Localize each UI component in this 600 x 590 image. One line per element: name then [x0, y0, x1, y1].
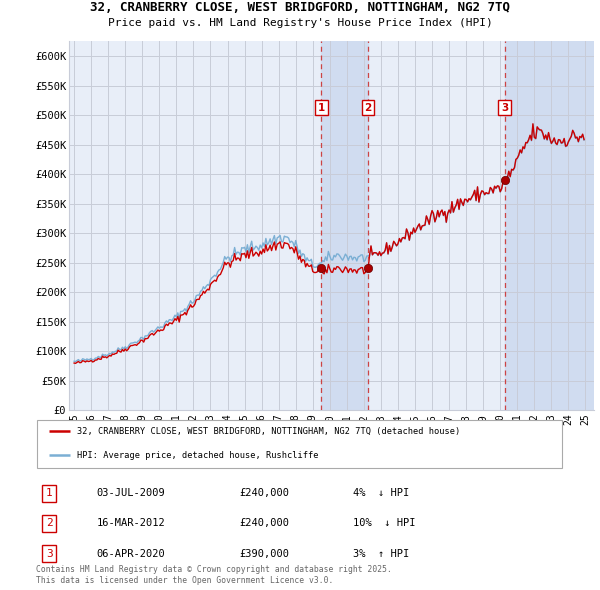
Text: £240,000: £240,000: [239, 489, 289, 498]
Bar: [321, 41, 368, 410]
Text: Price paid vs. HM Land Registry's House Price Index (HPI): Price paid vs. HM Land Registry's House …: [107, 18, 493, 28]
Text: 2: 2: [46, 519, 53, 529]
Text: Contains HM Land Registry data © Crown copyright and database right 2025.: Contains HM Land Registry data © Crown c…: [36, 565, 392, 574]
Text: 16-MAR-2012: 16-MAR-2012: [97, 519, 166, 529]
Text: 3: 3: [46, 549, 53, 559]
Text: 4%  ↓ HPI: 4% ↓ HPI: [353, 489, 409, 498]
Bar: [505, 41, 594, 410]
Text: 2: 2: [365, 103, 372, 113]
Text: 1: 1: [317, 103, 325, 113]
Text: 3: 3: [501, 103, 508, 113]
Text: 06-APR-2020: 06-APR-2020: [97, 549, 166, 559]
Text: HPI: Average price, detached house, Rushcliffe: HPI: Average price, detached house, Rush…: [77, 451, 319, 460]
Text: £240,000: £240,000: [239, 519, 289, 529]
Text: 3%  ↑ HPI: 3% ↑ HPI: [353, 549, 409, 559]
Text: 32, CRANBERRY CLOSE, WEST BRIDGFORD, NOTTINGHAM, NG2 7TQ (detached house): 32, CRANBERRY CLOSE, WEST BRIDGFORD, NOT…: [77, 427, 460, 436]
Text: £390,000: £390,000: [239, 549, 289, 559]
Text: This data is licensed under the Open Government Licence v3.0.: This data is licensed under the Open Gov…: [36, 576, 334, 585]
Text: 32, CRANBERRY CLOSE, WEST BRIDGFORD, NOTTINGHAM, NG2 7TQ: 32, CRANBERRY CLOSE, WEST BRIDGFORD, NOT…: [90, 1, 510, 14]
Text: 1: 1: [46, 489, 53, 498]
FancyBboxPatch shape: [37, 420, 562, 468]
Text: 03-JUL-2009: 03-JUL-2009: [97, 489, 166, 498]
Text: 10%  ↓ HPI: 10% ↓ HPI: [353, 519, 415, 529]
